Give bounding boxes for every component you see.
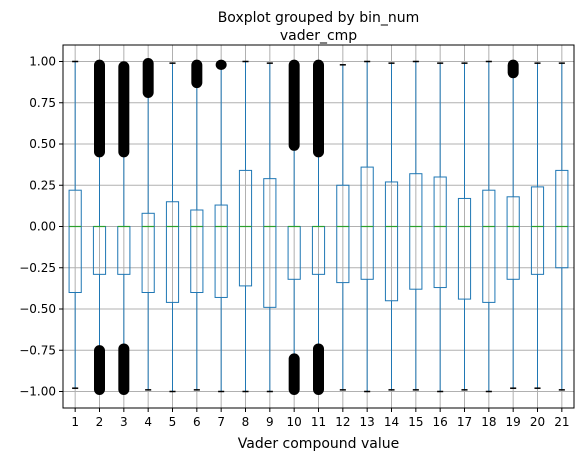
x-tick-label: 10 [287, 415, 302, 429]
box-iqr [530, 186, 545, 275]
box-iqr [433, 176, 447, 289]
x-tick-label: 13 [360, 415, 375, 429]
box-group-3 [117, 61, 131, 396]
outliers-low [313, 343, 324, 396]
y-tick-label: −1.00 [19, 385, 56, 399]
outliers-high [191, 59, 203, 89]
x-tick-label: 4 [144, 415, 152, 429]
box-group-9 [263, 62, 277, 393]
x-tick-label: 6 [193, 415, 201, 429]
box-iqr [190, 209, 204, 293]
y-tick-label: −0.50 [19, 302, 56, 316]
box-group-7 [214, 59, 228, 393]
x-tick-label: 11 [311, 415, 326, 429]
box-iqr [482, 189, 496, 303]
x-tick-label: 5 [169, 415, 177, 429]
box-group-20 [530, 62, 545, 389]
x-tick-label: 16 [433, 415, 448, 429]
box-group-5 [165, 62, 180, 393]
y-tick-label: −0.25 [19, 261, 56, 275]
x-tick-label: 1 [71, 415, 79, 429]
box-iqr [165, 201, 180, 303]
outliers-low [118, 343, 130, 396]
x-tick-label: 8 [242, 415, 250, 429]
box-iqr [141, 212, 155, 293]
x-tick-label: 14 [384, 415, 399, 429]
y-tick-label: −0.75 [19, 343, 56, 357]
box-iqr [263, 178, 277, 308]
box-iqr [360, 166, 374, 280]
box-iqr [457, 197, 472, 300]
chart-subtitle: vader_cmp [280, 28, 357, 44]
x-tick-label: 18 [481, 415, 496, 429]
box-group-12 [336, 64, 350, 391]
x-tick-label: 19 [506, 415, 521, 429]
y-tick-label: 0.75 [29, 96, 56, 110]
box-group-15 [409, 60, 423, 391]
box-group-17 [457, 62, 472, 391]
box-group-19 [506, 59, 520, 389]
outliers-high [142, 58, 154, 98]
box-iqr [336, 184, 350, 284]
box-group-2 [92, 59, 107, 396]
box-group-10 [287, 59, 301, 396]
x-tick-label: 9 [266, 415, 274, 429]
outliers-high [215, 59, 227, 70]
box-group-1 [68, 60, 82, 389]
x-tick-label: 17 [457, 415, 472, 429]
outliers-high [313, 59, 324, 158]
outliers-low [288, 353, 300, 396]
box-group-14 [384, 62, 399, 391]
box-group-11 [311, 59, 326, 396]
outliers-low [94, 345, 105, 396]
axis-ticks: −1.00 −0.75 −0.50 −0.25 0.00 0.25 0.50 0.75 1.00… [19, 55, 569, 430]
box-group-21 [555, 62, 569, 391]
box-group-8 [238, 60, 253, 393]
box-iqr [555, 169, 569, 269]
box-iqr [214, 204, 228, 298]
x-tick-label: 12 [335, 415, 350, 429]
x-tick-label: 15 [408, 415, 423, 429]
outliers-high [118, 61, 130, 158]
x-tick-label: 3 [120, 415, 128, 429]
box-group-4 [141, 58, 155, 391]
box-iqr [506, 196, 520, 280]
x-tick-label: 20 [530, 415, 545, 429]
x-tick-label: 21 [554, 415, 569, 429]
outliers-high [507, 59, 519, 79]
x-tick-label: 2 [96, 415, 104, 429]
box-iqr [68, 189, 82, 293]
y-tick-label: 1.00 [29, 55, 56, 69]
chart-title: Boxplot grouped by bin_num [218, 10, 420, 26]
box-iqr [238, 169, 253, 287]
y-tick-label: 0.25 [29, 178, 56, 192]
y-tick-label: 0.50 [29, 137, 56, 151]
box-group-6 [190, 59, 204, 391]
box-group-18 [482, 60, 496, 393]
box-group-16 [433, 62, 447, 393]
boxes [68, 58, 569, 396]
x-axis-label: Vader compound value [238, 436, 399, 452]
x-tick-label: 7 [217, 415, 225, 429]
box-group-13 [360, 60, 374, 393]
outliers-high [288, 59, 300, 151]
box-iqr [384, 181, 399, 302]
y-tick-label: 0.00 [29, 220, 56, 234]
outliers-high [94, 59, 105, 158]
box-iqr [409, 173, 423, 290]
